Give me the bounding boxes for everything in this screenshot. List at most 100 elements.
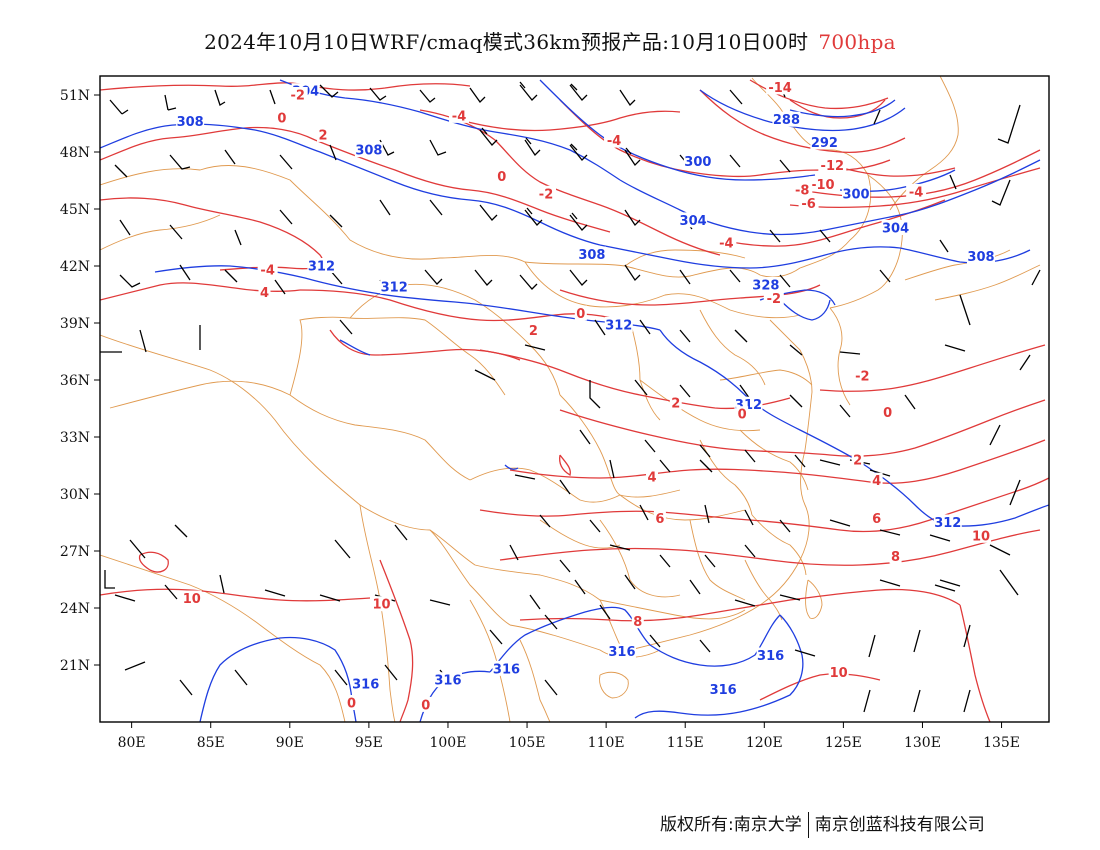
border-jiangsu <box>739 429 809 491</box>
height-contour <box>199 636 357 722</box>
wind-barb <box>734 329 748 343</box>
wind-barb <box>624 147 641 167</box>
border-japan-2 <box>934 264 1041 301</box>
wind-barb <box>959 294 971 326</box>
height-contour-label-bg <box>756 647 785 663</box>
temp-contour-label: 2 <box>671 396 680 411</box>
temp-contour-label-bg <box>818 157 847 173</box>
wind-barb <box>339 319 353 335</box>
border-hunan <box>599 519 681 598</box>
height-contour-label: 292 <box>811 136 838 151</box>
lat-tick-label: 42N <box>60 259 90 275</box>
height-contour <box>100 123 601 246</box>
border-south <box>509 624 661 658</box>
wind-barb <box>214 89 226 106</box>
wind-barb <box>569 83 588 101</box>
height-contour <box>699 89 906 132</box>
wind-barb <box>224 269 238 283</box>
copyright-footer: 版权所有:南京大学 南京创蓝科技有限公司 <box>660 810 985 838</box>
wind-barb <box>234 669 248 686</box>
temp-contour-label-bg <box>646 468 659 484</box>
wind-barb <box>734 599 756 607</box>
wind-barb <box>904 394 916 410</box>
height-contour-label: 308 <box>355 144 382 159</box>
border-guangdong <box>599 599 746 620</box>
temp-contour-label-bg <box>870 510 883 526</box>
wind-barb <box>779 274 791 288</box>
wind-barb <box>679 329 691 343</box>
wind-barb <box>744 449 756 463</box>
border-shanxi <box>629 319 661 421</box>
height-contour-label: 312 <box>934 516 961 531</box>
wind-barb <box>599 604 611 620</box>
footer-separator <box>807 812 809 838</box>
wind-barb <box>114 594 136 602</box>
lon-tick-label: 135E <box>983 735 1020 751</box>
temp-contour-label-bg <box>736 406 749 422</box>
wind-barb <box>624 264 641 282</box>
height-contour-label-bg <box>354 142 383 158</box>
wind-barb <box>879 529 901 536</box>
height-contour-label: 304 <box>680 214 707 229</box>
temp-contour-label-bg <box>766 79 795 95</box>
wind-barb <box>379 199 391 216</box>
temp-contour-label-bg <box>889 548 902 564</box>
wind-barb <box>234 229 242 246</box>
height-contour-label: 304 <box>882 222 909 237</box>
wind-barb <box>659 459 671 473</box>
temp-contour-label-bg <box>287 87 308 102</box>
wind-barb <box>839 351 861 355</box>
border-tibet <box>109 380 471 481</box>
wind-barb <box>1019 354 1031 371</box>
temp-contour <box>829 164 956 177</box>
lat-tick-label: 24N <box>60 601 90 617</box>
wind-barb <box>169 154 191 170</box>
lat-tick-label: 33N <box>60 430 90 446</box>
wind-barb <box>264 589 286 597</box>
temp-contour-label-bg <box>449 107 470 123</box>
wind-barb <box>544 614 558 630</box>
wind-barb <box>963 689 971 713</box>
wind-barb <box>129 539 146 559</box>
temp-contour-label: 2 <box>853 453 862 468</box>
lat-tick-label: 30N <box>60 487 90 503</box>
wind-barb <box>509 544 519 561</box>
height-contour-label: 288 <box>773 113 800 128</box>
map-frame <box>99 75 1050 723</box>
latitude-axis: 51N 48N 45N 42N 39N 36N 33N 30N 27N 24N 21N <box>60 88 100 674</box>
temp-contour-label-bg <box>604 132 625 148</box>
border-mongolia-south <box>624 249 746 267</box>
temp-contour <box>519 588 961 622</box>
temp-contour-label-bg <box>870 472 883 488</box>
border-anhui <box>699 439 753 516</box>
temp-contour-label: 2 <box>318 128 327 143</box>
wind-barb <box>1009 479 1021 506</box>
wind-barb <box>939 579 961 587</box>
copyright-right: 南京创蓝科技有限公司 <box>814 815 985 835</box>
wind-barb <box>699 639 711 653</box>
temp-contour-label: 0 <box>421 698 430 713</box>
wind-barb <box>944 344 966 352</box>
lat-tick-label: 36N <box>60 373 90 389</box>
lon-tick-label: 130E <box>904 735 941 751</box>
border-india <box>100 554 346 722</box>
wind-barb <box>524 344 546 351</box>
temp-contour-label-bg <box>574 305 587 321</box>
border-shaanxi <box>559 394 681 498</box>
lon-tick-label: 100E <box>429 735 466 751</box>
wind-barb <box>114 164 128 178</box>
height-contour <box>659 329 946 526</box>
border-kazakh <box>100 214 221 251</box>
wind-barb <box>639 319 651 335</box>
wind-barb <box>529 594 541 610</box>
wind-barb <box>929 534 951 542</box>
wind-barb <box>609 459 615 479</box>
map-content: 3043083082882923003003043043083083123123… <box>100 76 1049 722</box>
height-label-layer: 3043083082882923003003043043083083123123… <box>176 83 995 698</box>
height-contour-label-bg <box>492 660 521 676</box>
wind-barb <box>474 369 496 381</box>
height-contour-label-bg <box>380 278 409 294</box>
wind-barb <box>999 569 1019 596</box>
temp-contour <box>459 110 681 132</box>
